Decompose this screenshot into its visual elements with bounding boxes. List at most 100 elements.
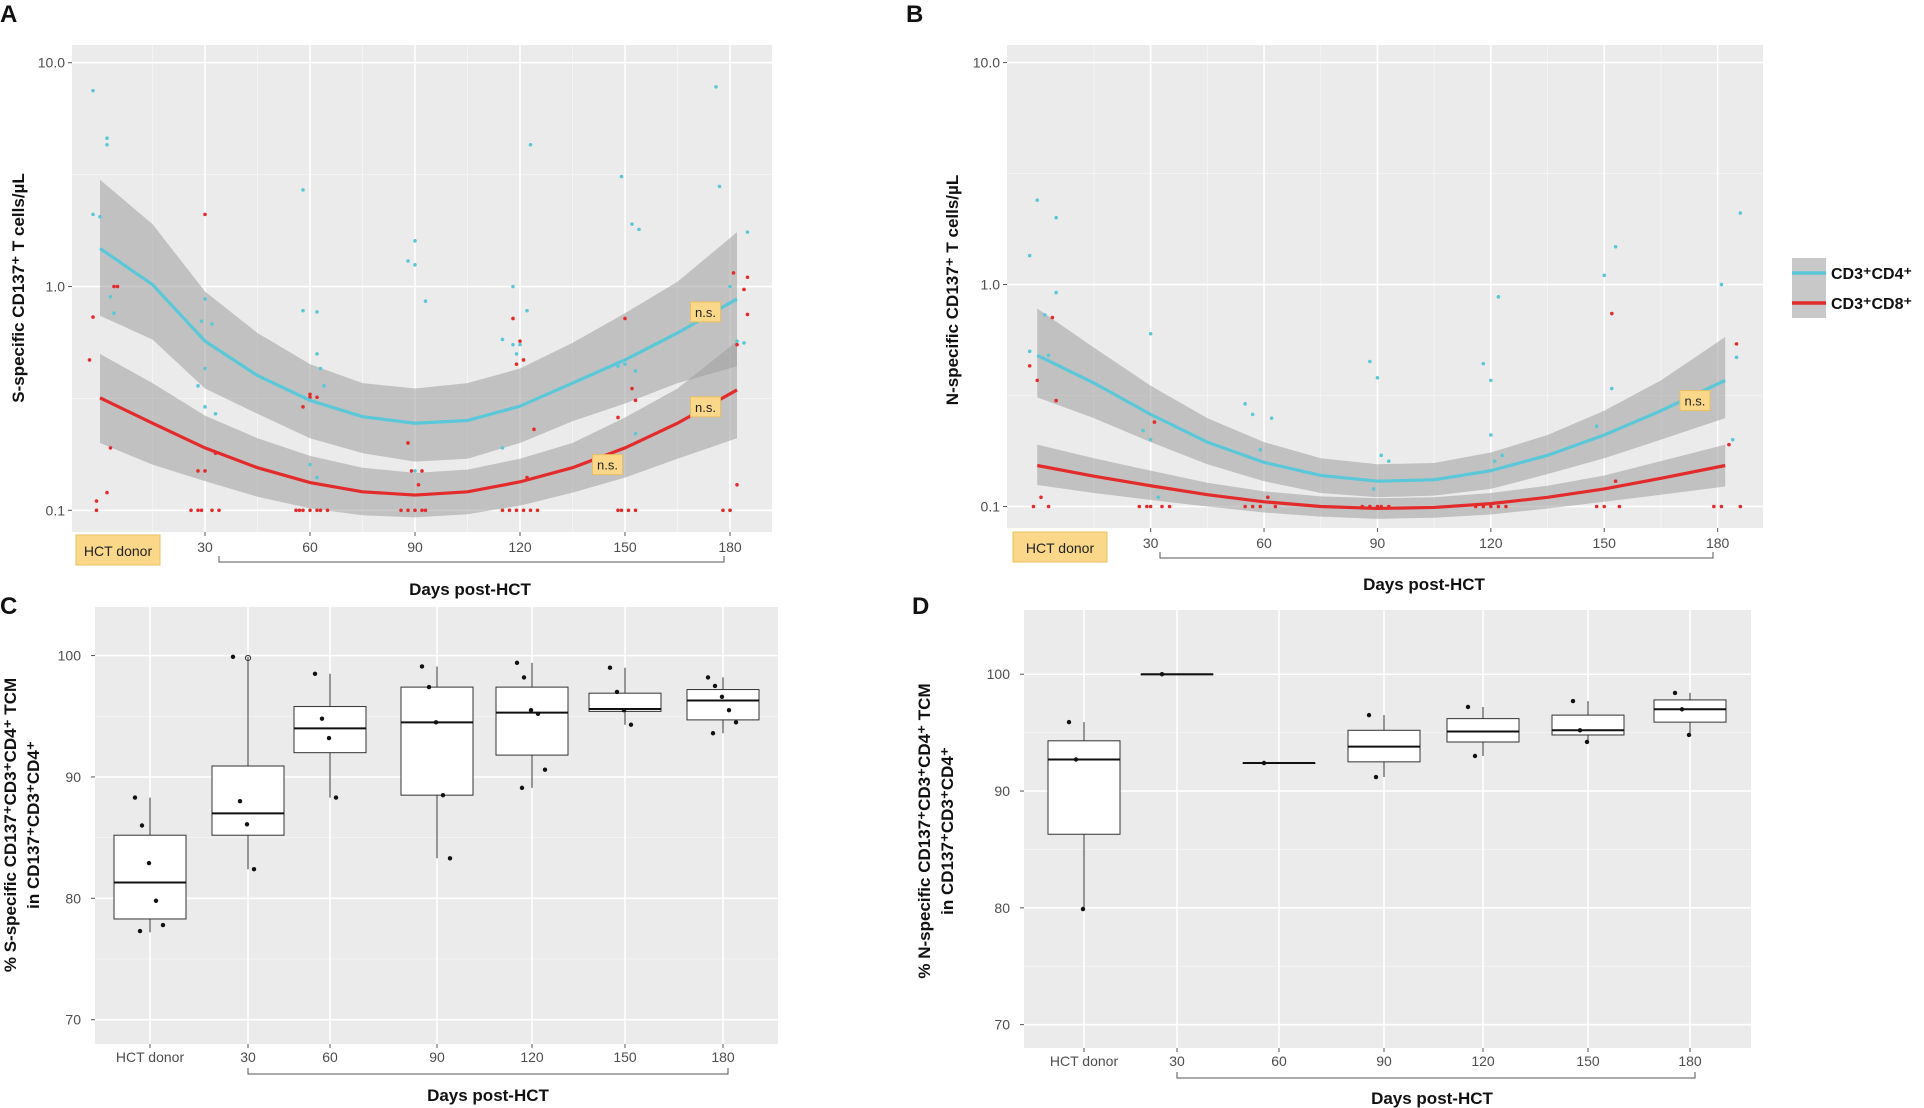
data-point-cd8 [196,508,200,513]
data-point-cd4 [1043,313,1047,317]
box-data-point [230,654,236,659]
data-point-cd4 [528,142,533,147]
data-point-cd8 [535,508,540,513]
data-point-cd8 [1027,364,1032,368]
data-point-cd8 [728,508,732,513]
data-point-cd8 [623,316,627,321]
data-point-cd8 [1496,504,1501,509]
data-point-cd4 [1379,453,1384,458]
box-data-point [621,707,627,713]
x-tick-label: 90 [1376,1053,1392,1069]
box-data-point [1159,672,1165,677]
data-point-cd4 [616,364,620,369]
data-point-cd8 [1250,504,1255,509]
data-point-cd8 [1712,504,1716,509]
data-point-cd8 [87,358,92,362]
data-point-cd8 [308,392,312,397]
ci-ribbon-cd8 [1037,444,1726,519]
data-point-cd4 [1489,378,1493,383]
data-point-cd4 [1386,459,1391,463]
x-tick-label: 120 [1471,1053,1495,1069]
box-iqr [1047,740,1121,835]
data-point-cd8 [91,315,95,319]
box-iqr [400,686,474,796]
data-point-cd4 [213,411,218,416]
box-iqr [686,689,760,721]
data-point-cd8 [735,342,739,347]
data-point-cd4 [1243,402,1247,406]
box-data-point [137,928,143,934]
panel-d-boxes [1047,672,1727,912]
ci-ribbon-cd8 [100,341,737,518]
data-point-cd8 [630,386,634,391]
data-point-cd8 [1738,504,1743,509]
data-point-cd4 [1492,459,1497,463]
box-data-point [733,720,739,725]
ns-tag-box [592,454,623,476]
y-tick-label: 70 [994,1017,1010,1033]
data-point-cd8 [731,271,736,275]
y-tick-label: 80 [994,900,1010,916]
panel-a-chart: n.s.n.s.n.s. 0.11.010.0 30 60 90 120 150 180 … [9,45,772,599]
data-point-cd8 [1167,504,1172,509]
data-point-cd8 [413,508,417,513]
box-data-point [712,683,718,689]
data-point-cd8 [500,508,505,513]
data-point-cd4 [1496,295,1501,299]
panel-label-a: A [0,1,17,28]
data-point-cd8 [406,508,410,513]
box-data-point [426,684,432,690]
data-point-cd4 [525,308,529,313]
panel-c-y-title-line2: in CD137⁺CD3⁺CD4⁺ [24,741,43,909]
x-tick-label: 180 [1706,535,1730,551]
data-point-cd8 [420,508,424,513]
data-point-cd4 [500,446,505,450]
data-point-cd8 [210,508,214,513]
data-point-cd8 [1719,504,1724,509]
data-point-cd4 [1027,253,1032,258]
panel-d-x-ticks: HCT donor 30 60 90 120 150 180 [1050,1048,1702,1069]
panel-c-x-ticks: HCT donor 30 60 90 120 150 180 [116,1044,735,1065]
data-point-cd4 [423,299,428,303]
data-point-cd4 [1730,437,1735,442]
panel-c-y-title: % S-specific CD137⁺CD3⁺CD4⁺ TCM [1,678,20,972]
box-data-point [433,720,439,725]
data-point-cd8 [105,490,109,495]
data-point-cd8 [514,508,519,513]
legend: CD3⁺CD4⁺ CD3⁺CD8⁺ [1792,258,1912,318]
data-point-cd8 [1050,315,1055,320]
box-data-point [1584,739,1590,745]
x-tick-label: 120 [1479,535,1503,551]
data-point-cd8 [112,284,116,289]
box-data-point [519,785,525,791]
ns-tag-box [1679,390,1711,412]
box-data-point [607,665,613,670]
data-point-cd8 [94,499,99,503]
data-point-cd8 [626,508,631,513]
x-tick-label: 120 [508,539,532,555]
data-point-cd4 [413,469,417,473]
data-point-cd4 [500,337,505,342]
data-point-cd4 [1269,416,1274,420]
legend-label-cd4: CD3⁺CD4⁺ [1831,266,1912,283]
panel-c-x-title: Days post-HCT [427,1086,549,1105]
box-data-point [153,898,159,903]
panel-d-x-title: Days post-HCT [1371,1089,1493,1108]
panel-c-boxes [113,654,760,934]
data-point-cd8 [1152,420,1157,424]
panel-a-x-ticks: 30 60 90 120 150 180 [197,532,742,555]
data-point-cd8 [416,483,421,487]
x-tick-label: HCT donor [116,1049,185,1065]
box-iqr [495,686,569,756]
fit-line-cd8 [1036,463,1726,511]
data-point-cd8 [735,483,739,487]
data-point-cd8 [189,508,193,513]
data-point-cd8 [528,508,533,513]
data-point-cd8 [507,508,512,513]
data-point-cd4 [630,222,634,226]
panel-d-y-ticks: 70 80 90 100 [987,666,1024,1033]
data-point-cd8 [1160,504,1164,509]
data-point-cd8 [1273,504,1278,509]
ns-tag-label: n.s. [1684,394,1705,409]
data-point-cd8 [1243,504,1247,509]
